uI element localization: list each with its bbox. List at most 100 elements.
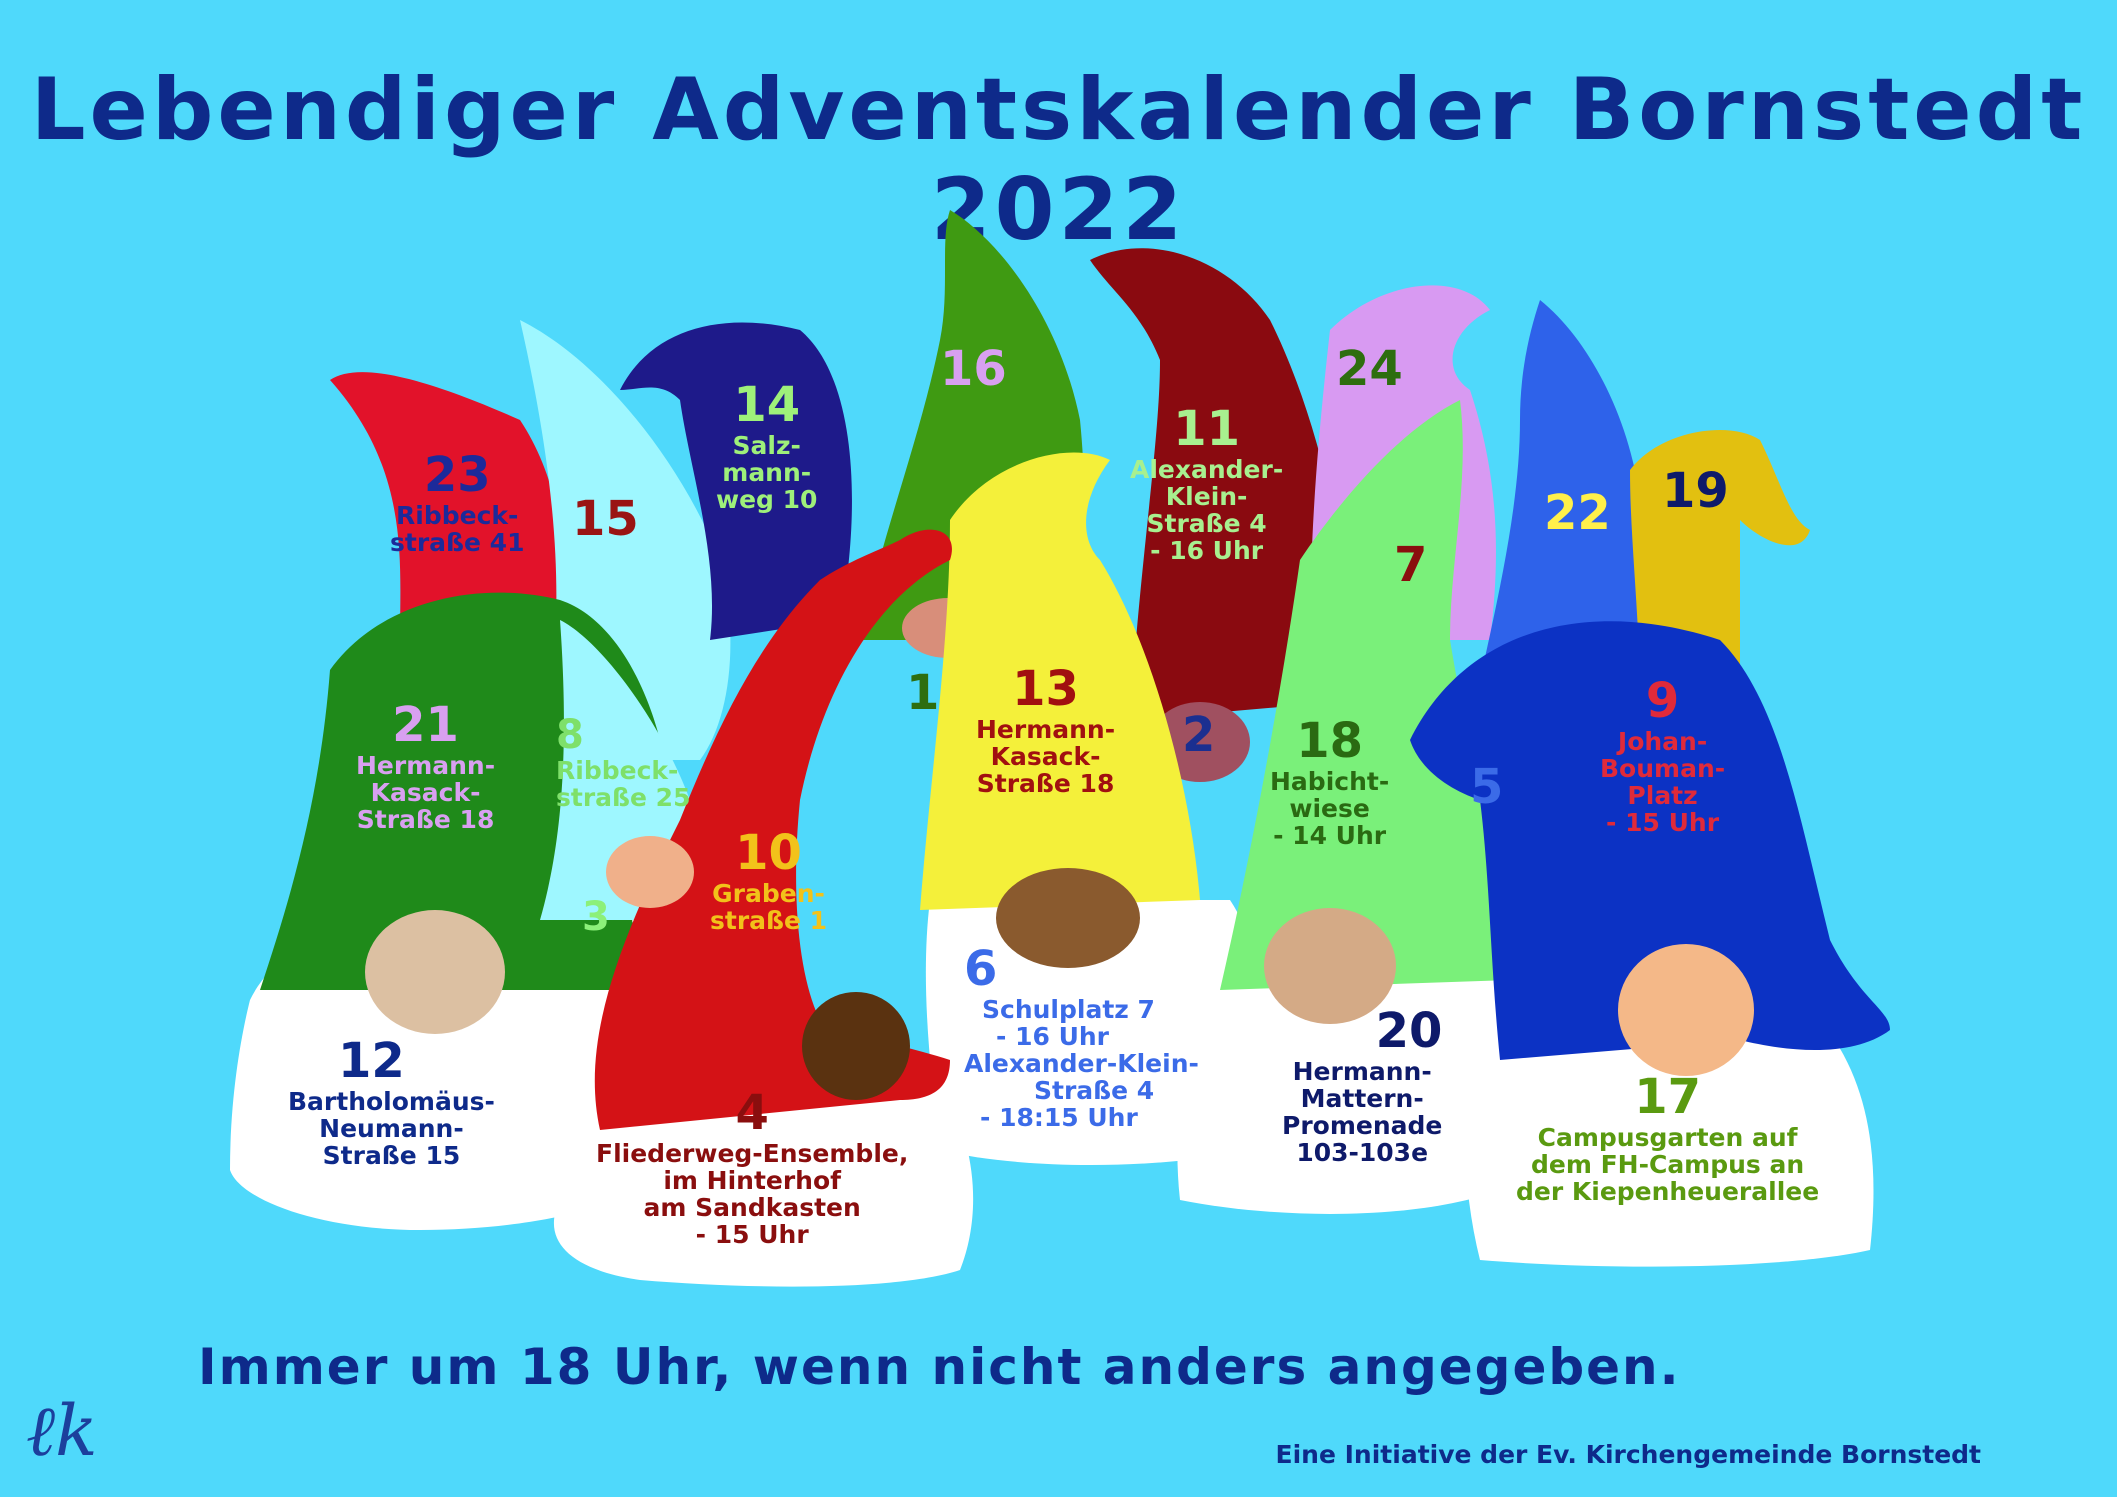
door-8: 8 Ribbeck- straße 25 — [556, 712, 691, 813]
door-20: 20 Hermann- Mattern- Promenade 103-103e — [1282, 1003, 1443, 1167]
door-line: Straße 4 — [1034, 1075, 1155, 1105]
door-number: 24 — [1336, 341, 1403, 397]
door-number: 22 — [1544, 485, 1611, 541]
door-number: 4 — [735, 1085, 769, 1141]
door-line: Bartholomäus- — [288, 1086, 495, 1116]
door-number: 12 — [338, 1033, 405, 1089]
door-number: 6 — [964, 941, 998, 997]
door-line: mann- — [722, 457, 812, 487]
gnome-nose-17 — [1618, 944, 1754, 1076]
door-line: am Sandkasten — [643, 1192, 861, 1222]
door-number: 11 — [1173, 401, 1241, 457]
door-line: Fliederweg-Ensemble, — [596, 1138, 909, 1168]
gnome-hat-23 — [330, 372, 564, 640]
door-number: 20 — [1375, 1003, 1443, 1059]
door-line: straße 25 — [556, 783, 691, 813]
door-line: wiese — [1289, 793, 1370, 823]
gnome-hat-18 — [1220, 400, 1510, 990]
gnome-nose-13 — [996, 868, 1140, 968]
door-line: Campusgarten auf — [1537, 1122, 1798, 1152]
door-number: 23 — [423, 447, 491, 503]
door-4: 4 Fliederweg-Ensemble, im Hinterhof am S… — [596, 1085, 909, 1249]
door-13: 13 Hermann- Kasack- Straße 18 — [976, 661, 1116, 797]
door-1: 1 — [906, 667, 939, 720]
door-number: 17 — [1634, 1069, 1701, 1125]
door-line: weg 10 — [716, 484, 818, 514]
door-line: Ribbeck- — [396, 500, 519, 530]
door-24: 24 — [1336, 341, 1403, 397]
door-number: 21 — [392, 697, 459, 753]
door-9: 9 Johan- Bouman- Platz - 15 Uhr — [1600, 673, 1726, 837]
door-7: 7 — [1394, 537, 1428, 593]
door-line: Straße 15 — [322, 1140, 461, 1170]
door-line: - 18:15 Uhr — [980, 1102, 1138, 1132]
door-12: 12 Bartholomäus- Neumann- Straße 15 — [288, 1033, 495, 1170]
door-21: 21 Hermann- Kasack- Straße 18 — [356, 697, 496, 834]
footer-note: Immer um 18 Uhr, wenn nicht anders angeg… — [198, 1338, 1681, 1396]
door-line: - 16 Uhr — [1150, 535, 1264, 565]
gnome-beard-4 — [553, 1080, 974, 1287]
gnome-nose-12 — [365, 910, 505, 1034]
door-line: dem FH-Campus an — [1530, 1149, 1805, 1179]
door-line: Alexander- — [1130, 454, 1284, 484]
gnome-beard-6 — [925, 900, 1264, 1165]
door-line: Straße 18 — [356, 804, 495, 834]
door-14: 14 Salz- mann- weg 10 — [716, 377, 818, 514]
door-number: 14 — [733, 377, 801, 433]
door-line: Platz — [1627, 780, 1698, 810]
door-number: 8 — [556, 712, 584, 758]
credit-line: Eine Initiative der Ev. Kirchengemeinde … — [1275, 1440, 1981, 1469]
gnome-nose-4 — [802, 992, 910, 1100]
door-line: - 15 Uhr — [1606, 807, 1720, 837]
door-line: - 15 Uhr — [695, 1219, 809, 1249]
door-number: 10 — [735, 825, 802, 881]
gnome-nose-20 — [1264, 908, 1396, 1024]
door-6: 6 Schulplatz 7 - 16 Uhr Alexander-Klein-… — [964, 941, 1199, 1132]
door-line: Johan- — [1617, 726, 1708, 756]
door-line: Ribbeck- — [556, 756, 679, 786]
gnome-beard-20 — [1177, 960, 1519, 1214]
door-number: 9 — [1645, 673, 1680, 729]
door-number: 3 — [582, 894, 610, 940]
door-line: Hermann- — [356, 750, 496, 780]
door-number: 5 — [1470, 759, 1504, 815]
door-19: 19 — [1662, 463, 1729, 519]
door-line: Neumann- — [319, 1113, 464, 1143]
door-line: Graben- — [712, 878, 825, 908]
door-line: Hermann- — [1292, 1056, 1432, 1086]
door-15: 15 — [572, 493, 639, 546]
door-line: Habicht- — [1270, 766, 1390, 796]
door-line: Hermann- — [976, 714, 1116, 744]
door-11: 11 Alexander- Klein- Straße 4 - 16 Uhr — [1130, 401, 1284, 565]
door-5: 5 — [1470, 759, 1504, 815]
door-line: Mattern- — [1300, 1083, 1424, 1113]
door-number: 13 — [1012, 661, 1079, 717]
door-23: 23 Ribbeck- straße 41 — [390, 447, 525, 557]
gnome-hat-10 — [594, 529, 952, 1130]
gnome-hat-22 — [1480, 300, 1644, 680]
door-line: - 16 Uhr — [996, 1021, 1110, 1051]
door-16: 16 — [940, 341, 1007, 397]
door-line: Kasack- — [990, 741, 1101, 771]
gnome-hat-9 — [1410, 621, 1890, 1060]
door-line: Salz- — [732, 430, 801, 460]
door-number: 19 — [1662, 463, 1729, 519]
gnome-nose-8 — [606, 836, 694, 908]
gnome-beard-17 — [1465, 1020, 1874, 1267]
door-line: straße 41 — [390, 527, 525, 557]
page-title: Lebendiger Adventskalender Bornstedt 202… — [30, 60, 2087, 260]
door-line: Bouman- — [1600, 753, 1726, 783]
door-line: 103-103e — [1296, 1137, 1429, 1167]
door-line: Straße 4 — [1146, 508, 1267, 538]
door-line: Promenade — [1282, 1110, 1443, 1140]
door-line: Alexander-Klein- — [964, 1048, 1199, 1078]
door-number: 7 — [1394, 537, 1428, 593]
door-10: 10 Graben- straße 1 — [710, 825, 827, 934]
gnome-hat-14 — [620, 322, 852, 640]
door-number: 16 — [940, 341, 1007, 397]
gnome-hat-11 — [1090, 248, 1360, 721]
door-22: 22 — [1544, 485, 1611, 541]
door-17: 17 Campusgarten auf dem FH-Campus an der… — [1516, 1069, 1819, 1205]
door-number: 2 — [1182, 707, 1216, 763]
